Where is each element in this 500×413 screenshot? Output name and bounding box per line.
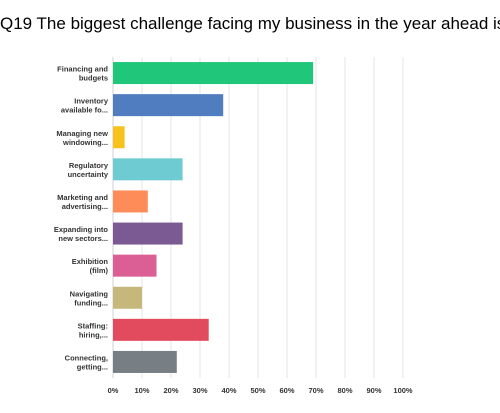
x-tick-label: 80% [337, 386, 352, 395]
bar [113, 94, 224, 117]
category-labels: Financing and budgets Inventory available f… [54, 65, 109, 372]
category-label: Financing and budgets [57, 65, 108, 83]
x-tick-label: 90% [366, 386, 381, 395]
category-label: Regulatory uncertainty [68, 161, 109, 179]
bar [113, 190, 148, 213]
bar [113, 158, 183, 181]
x-tick-label: 60% [279, 386, 294, 395]
bars [113, 62, 314, 373]
category-label: Staffing: hiring,... [78, 321, 108, 339]
bar [113, 286, 142, 309]
x-tick-label: 0% [108, 386, 119, 395]
category-label: Inventory available fo... [61, 97, 109, 115]
x-tick-label: 70% [308, 386, 323, 395]
category-label: Expanding into new sectors... [54, 225, 109, 243]
x-tick-label: 30% [192, 386, 207, 395]
category-label: Connecting, getting... [65, 353, 108, 371]
x-tick-label: 10% [134, 386, 149, 395]
x-tick-label: 100% [393, 386, 413, 395]
category-label: Marketing and advertising... [57, 193, 108, 211]
chart-title: Q19 The biggest challenge facing my busi… [0, 14, 500, 33]
bar [113, 318, 209, 341]
x-tick-label: 50% [250, 386, 265, 395]
bar [113, 222, 183, 245]
category-label: Navigating funding... [70, 289, 109, 307]
bar [113, 126, 125, 149]
category-label: Exhibition (film) [72, 257, 109, 275]
x-tick-label: 20% [163, 386, 178, 395]
category-label: Managing new windowing... [56, 129, 108, 147]
bar [113, 350, 177, 373]
bar [113, 62, 314, 85]
bar [113, 254, 157, 277]
x-tick-label: 40% [221, 386, 236, 395]
x-tick-labels: 0% 10% 20% 30% 40% 50% 60% 70% 80% 90% 100% [108, 386, 413, 395]
